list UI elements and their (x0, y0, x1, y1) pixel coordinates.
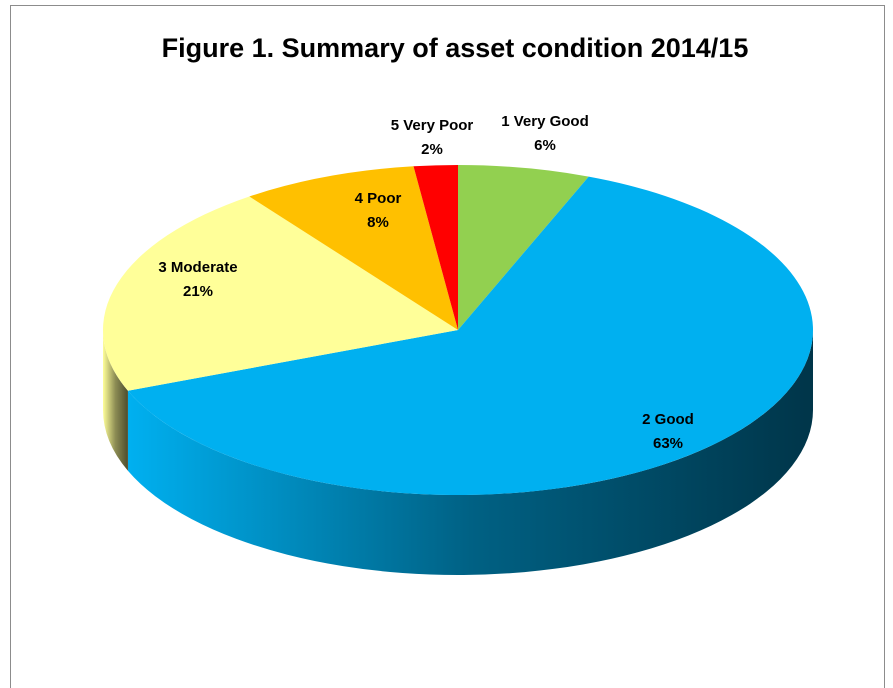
slice (413, 165, 458, 330)
data-label-value: 6% (534, 137, 556, 154)
slice (249, 166, 458, 330)
data-label-name: 3 Moderate (158, 259, 237, 276)
data-label-name: 2 Good (642, 411, 694, 428)
slice-side (103, 330, 128, 471)
slice (127, 176, 814, 495)
slice-side (127, 330, 814, 575)
data-label-value: 63% (653, 435, 683, 452)
data-label-value: 21% (183, 283, 213, 300)
data-label-value: 8% (367, 214, 389, 231)
slice (458, 165, 589, 330)
data-label-name: 5 Very Poor (391, 117, 474, 134)
data-label-name: 1 Very Good (501, 113, 589, 130)
slice (102, 196, 458, 391)
chart-title: Figure 1. Summary of asset condition 201… (162, 33, 749, 63)
data-label-value: 2% (421, 141, 443, 158)
data-label-name: 4 Poor (355, 190, 402, 207)
